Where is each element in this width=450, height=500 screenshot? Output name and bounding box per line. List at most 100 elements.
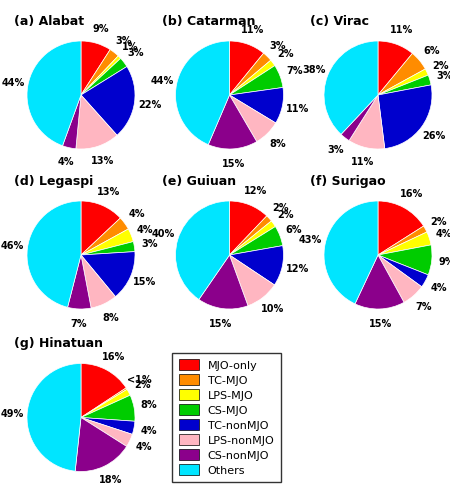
Text: 46%: 46% (1, 242, 24, 252)
Text: (g) Hinatuan: (g) Hinatuan (14, 337, 103, 350)
Wedge shape (378, 201, 423, 255)
Text: 22%: 22% (138, 100, 161, 110)
Text: 12%: 12% (286, 264, 309, 274)
Text: 4%: 4% (137, 224, 153, 234)
Text: 3%: 3% (328, 144, 344, 154)
Wedge shape (81, 50, 118, 95)
Wedge shape (27, 364, 81, 471)
Text: 15%: 15% (369, 319, 392, 329)
Wedge shape (378, 255, 428, 286)
Wedge shape (230, 221, 275, 255)
Text: 16%: 16% (102, 352, 126, 362)
Wedge shape (355, 255, 404, 309)
Text: 11%: 11% (286, 104, 309, 114)
Text: (d) Legaspi: (d) Legaspi (14, 174, 93, 188)
Text: 44%: 44% (1, 78, 25, 88)
Text: 44%: 44% (150, 76, 173, 86)
Text: 15%: 15% (209, 318, 232, 328)
Text: 38%: 38% (302, 64, 325, 74)
Text: <1%: <1% (127, 376, 152, 386)
Text: 40%: 40% (152, 230, 175, 239)
Wedge shape (81, 255, 115, 308)
Text: 4%: 4% (430, 284, 447, 294)
Text: 8%: 8% (141, 400, 158, 410)
Wedge shape (378, 41, 412, 95)
Wedge shape (81, 56, 121, 95)
Text: 7%: 7% (71, 319, 87, 329)
Text: 18%: 18% (99, 475, 123, 485)
Text: (c) Virac: (c) Virac (310, 14, 369, 28)
Wedge shape (378, 232, 431, 255)
Wedge shape (81, 418, 135, 434)
Wedge shape (81, 252, 135, 296)
Wedge shape (81, 201, 120, 255)
Wedge shape (230, 95, 276, 142)
Text: 2%: 2% (134, 380, 150, 390)
Wedge shape (81, 388, 127, 418)
Wedge shape (378, 255, 422, 302)
Text: 2%: 2% (272, 203, 288, 213)
Text: 16%: 16% (400, 190, 423, 200)
Wedge shape (230, 66, 283, 95)
Wedge shape (81, 41, 110, 95)
Wedge shape (324, 41, 378, 134)
Text: 11%: 11% (241, 25, 264, 35)
Text: 3%: 3% (141, 239, 158, 249)
Text: 6%: 6% (286, 226, 302, 235)
Wedge shape (230, 60, 275, 95)
Text: 6%: 6% (423, 46, 440, 56)
Wedge shape (199, 255, 248, 309)
Text: (b) Catarman: (b) Catarman (162, 14, 256, 28)
Wedge shape (68, 255, 91, 309)
Wedge shape (81, 218, 128, 255)
Text: 2%: 2% (278, 210, 294, 220)
Wedge shape (81, 66, 135, 135)
Text: 2%: 2% (430, 216, 447, 226)
Wedge shape (81, 58, 127, 95)
Wedge shape (208, 95, 257, 149)
Text: 15%: 15% (133, 278, 156, 287)
Text: 2%: 2% (277, 49, 293, 59)
Wedge shape (176, 201, 230, 300)
Text: 3%: 3% (436, 70, 450, 81)
Wedge shape (378, 75, 431, 95)
Wedge shape (81, 364, 126, 418)
Wedge shape (324, 201, 378, 304)
Text: 4%: 4% (58, 158, 74, 168)
Text: 7%: 7% (415, 302, 432, 312)
Text: 43%: 43% (299, 235, 322, 245)
Wedge shape (81, 390, 130, 417)
Wedge shape (76, 95, 117, 149)
Wedge shape (27, 201, 81, 308)
Text: 10%: 10% (261, 304, 284, 314)
Wedge shape (81, 242, 135, 255)
Wedge shape (378, 54, 425, 95)
Wedge shape (81, 229, 133, 255)
Text: 13%: 13% (91, 156, 114, 166)
Legend: MJO-only, TC-MJO, LPS-MJO, CS-MJO, TC-nonMJO, LPS-nonMJO, CS-nonMJO, Others: MJO-only, TC-MJO, LPS-MJO, CS-MJO, TC-no… (172, 353, 281, 482)
Wedge shape (341, 95, 378, 140)
Wedge shape (378, 85, 432, 148)
Wedge shape (378, 226, 427, 255)
Wedge shape (230, 216, 271, 255)
Wedge shape (230, 88, 284, 123)
Text: 13%: 13% (97, 186, 120, 196)
Text: 4%: 4% (436, 228, 450, 238)
Text: (f) Surigao: (f) Surigao (310, 174, 386, 188)
Text: 1%: 1% (122, 42, 139, 51)
Text: 3%: 3% (128, 48, 144, 58)
Wedge shape (27, 41, 81, 146)
Text: 4%: 4% (140, 426, 157, 436)
Text: 4%: 4% (129, 210, 145, 220)
Text: 8%: 8% (102, 312, 119, 322)
Text: 12%: 12% (243, 186, 267, 196)
Text: 4%: 4% (135, 442, 152, 452)
Text: 3%: 3% (270, 40, 286, 50)
Text: (a) Alabat: (a) Alabat (14, 14, 84, 28)
Wedge shape (81, 418, 132, 446)
Text: 26%: 26% (422, 130, 446, 140)
Wedge shape (230, 226, 283, 255)
Text: 9%: 9% (92, 24, 109, 34)
Wedge shape (81, 395, 135, 421)
Text: 3%: 3% (116, 36, 132, 46)
